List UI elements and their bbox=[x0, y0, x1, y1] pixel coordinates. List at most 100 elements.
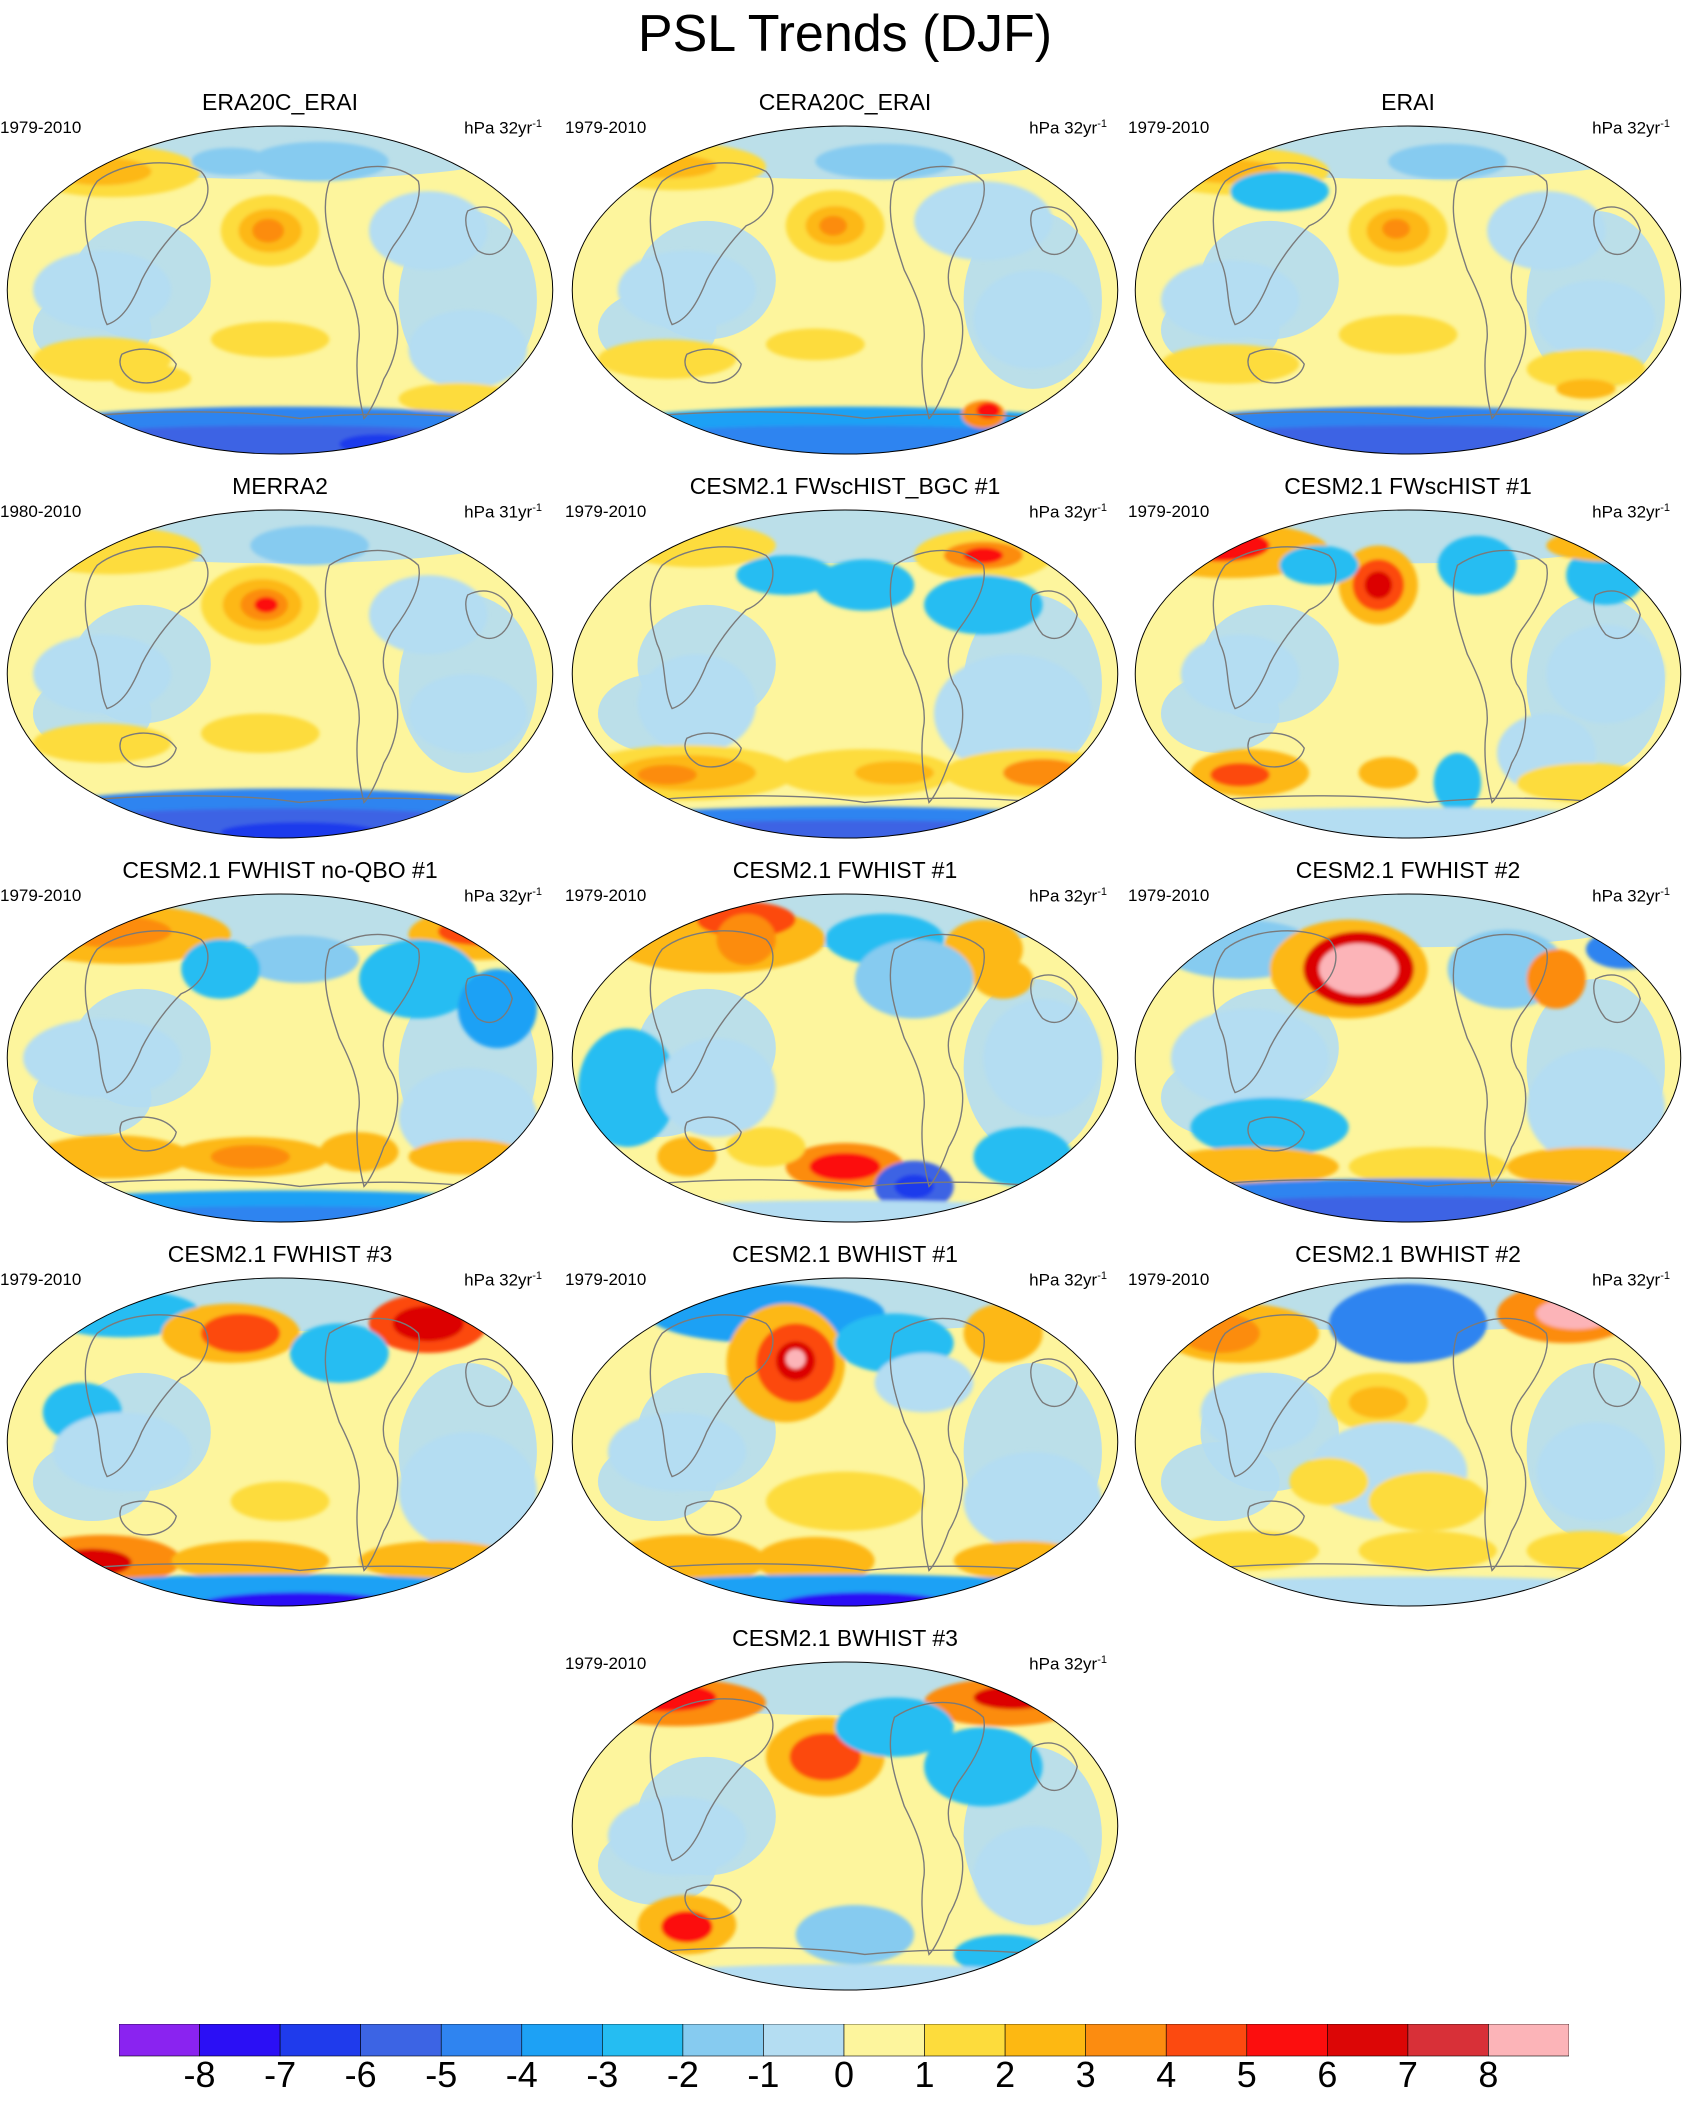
trend-map bbox=[571, 509, 1119, 839]
colorbar-tick-label: -7 bbox=[264, 2054, 297, 2095]
trend-map bbox=[6, 893, 554, 1223]
map-panel: CESM2.1 FWscHIST_BGC #1 1979-2010 hPa 32yr… bbox=[565, 472, 1125, 842]
colorbar-swatch bbox=[1165, 2024, 1248, 2057]
panel-period: 1980-2010 bbox=[0, 502, 82, 521]
trend-map bbox=[571, 893, 1119, 1223]
colorbar-swatch bbox=[360, 2024, 442, 2057]
colorbar-tick-label: 5 bbox=[1236, 2054, 1257, 2095]
colorbar-swatch bbox=[1004, 2024, 1086, 2057]
colorbar bbox=[119, 2024, 1569, 2057]
colorbar-tick-label: 1 bbox=[914, 2054, 935, 2095]
panel-title: CESM2.1 BWHIST #3 bbox=[732, 1625, 958, 1651]
map-panel: CERA20C_ERAI 1979-2010 hPa 32yr-1 bbox=[565, 88, 1125, 458]
panel-units: hPa 31yr-1 bbox=[464, 502, 542, 522]
colorbar-swatch bbox=[1488, 2024, 1569, 2057]
colorbar-tick-label: 3 bbox=[1075, 2054, 1096, 2095]
panel-title: CESM2.1 BWHIST #2 bbox=[1295, 1241, 1521, 1267]
panel-period: 1979-2010 bbox=[565, 886, 647, 905]
colorbar-swatch bbox=[924, 2024, 1006, 2057]
panel-units: hPa 32yr-1 bbox=[464, 886, 542, 906]
map-panel: MERRA2 1980-2010 hPa 31yr-1 bbox=[0, 472, 560, 842]
map-panel: CESM2.1 FWHIST no-QBO #1 1979-2010 hPa 32y… bbox=[0, 856, 560, 1226]
panel-title: CESM2.1 FWHIST no-QBO #1 bbox=[122, 857, 438, 883]
panel-period: 1979-2010 bbox=[1128, 1270, 1210, 1289]
trend-map bbox=[6, 125, 554, 455]
trend-map bbox=[1134, 1277, 1682, 1607]
map-panel: ERA20C_ERAI 1979-2010 hPa 32yr-1 bbox=[0, 88, 560, 458]
figure-title: PSL Trends (DJF) bbox=[637, 5, 1053, 63]
colorbar-swatch bbox=[521, 2024, 603, 2057]
colorbar-swatch bbox=[1407, 2024, 1489, 2057]
colorbar-tick-label: -3 bbox=[586, 2054, 619, 2095]
colorbar-tick-label: 7 bbox=[1397, 2054, 1418, 2095]
colorbar-swatch bbox=[682, 2024, 764, 2057]
map-panel: CESM2.1 BWHIST #2 1979-2010 hPa 32yr-1 bbox=[1128, 1240, 1688, 1610]
colorbar-swatch bbox=[199, 2024, 281, 2057]
colorbar-swatch bbox=[763, 2024, 845, 2057]
colorbar-swatch bbox=[1327, 2024, 1409, 2057]
panel-title: ERA20C_ERAI bbox=[202, 89, 358, 115]
panel-period: 1979-2010 bbox=[0, 886, 82, 905]
colorbar-swatch bbox=[1085, 2024, 1167, 2057]
trend-map bbox=[6, 509, 554, 839]
colorbar-tick-label: -2 bbox=[666, 2054, 699, 2095]
colorbar-swatch bbox=[602, 2024, 684, 2057]
colorbar-swatch bbox=[119, 2024, 200, 2057]
panel-units: hPa 32yr-1 bbox=[1592, 118, 1670, 138]
trend-map bbox=[571, 125, 1119, 455]
panel-title: CESM2.1 BWHIST #1 bbox=[732, 1241, 958, 1267]
colorbar-tick-label: 2 bbox=[995, 2054, 1016, 2095]
panel-period: 1979-2010 bbox=[0, 1270, 82, 1289]
panel-period: 1979-2010 bbox=[565, 1654, 647, 1673]
map-panel: CESM2.1 BWHIST #1 1979-2010 hPa 32yr-1 bbox=[565, 1240, 1125, 1610]
colorbar-swatch bbox=[440, 2024, 523, 2057]
trend-map bbox=[571, 1277, 1119, 1607]
trend-map bbox=[571, 1661, 1119, 1991]
panel-period: 1979-2010 bbox=[1128, 886, 1210, 905]
colorbar-tick-label: -4 bbox=[505, 2054, 538, 2095]
colorbar-tick-label: 0 bbox=[833, 2054, 855, 2095]
colorbar-tick-label: -1 bbox=[747, 2054, 780, 2095]
panel-units: hPa 32yr-1 bbox=[1029, 886, 1107, 906]
panel-period: 1979-2010 bbox=[565, 118, 647, 137]
colorbar-swatch bbox=[1246, 2024, 1328, 2057]
map-panel: CESM2.1 FWscHIST #1 1979-2010 hPa 32yr-1 bbox=[1128, 472, 1688, 842]
map-panel: CESM2.1 BWHIST #3 1979-2010 hPa 32yr-1 bbox=[565, 1624, 1125, 1994]
colorbar-tick-label: -8 bbox=[183, 2054, 216, 2095]
panel-title: CESM2.1 FWscHIST #1 bbox=[1284, 473, 1532, 499]
panel-units: hPa 32yr-1 bbox=[1592, 886, 1670, 906]
colorbar-tick-label: -5 bbox=[425, 2054, 458, 2095]
trend-map bbox=[1134, 509, 1682, 839]
panel-units: hPa 32yr-1 bbox=[1592, 502, 1670, 522]
panel-title: CESM2.1 FWHIST #2 bbox=[1295, 857, 1521, 883]
panel-period: 1979-2010 bbox=[565, 502, 647, 521]
trend-map bbox=[1134, 893, 1682, 1223]
panel-units: hPa 32yr-1 bbox=[1029, 1654, 1107, 1674]
panel-title: MERRA2 bbox=[232, 473, 328, 499]
colorbar-tick-label: 4 bbox=[1156, 2054, 1177, 2095]
panel-units: hPa 32yr-1 bbox=[464, 1270, 542, 1290]
trend-map bbox=[6, 1277, 554, 1607]
colorbar-tick-label: -6 bbox=[344, 2054, 377, 2095]
panel-period: 1979-2010 bbox=[1128, 502, 1210, 521]
panel-units: hPa 32yr-1 bbox=[1592, 1270, 1670, 1290]
panel-units: hPa 32yr-1 bbox=[464, 118, 542, 138]
panel-title: CESM2.1 FWscHIST_BGC #1 bbox=[689, 473, 1001, 499]
map-panel: CESM2.1 FWHIST #1 1979-2010 hPa 32yr-1 bbox=[565, 856, 1125, 1226]
panel-title: CESM2.1 FWHIST #3 bbox=[167, 1241, 393, 1267]
panel-title: CESM2.1 FWHIST #1 bbox=[732, 857, 958, 883]
map-panel: CESM2.1 FWHIST #3 1979-2010 hPa 32yr-1 bbox=[0, 1240, 560, 1610]
colorbar-tick-label: 8 bbox=[1478, 2054, 1499, 2095]
colorbar-tick-label: 6 bbox=[1317, 2054, 1338, 2095]
panel-title: ERAI bbox=[1381, 89, 1435, 115]
panel-period: 1979-2010 bbox=[565, 1270, 647, 1289]
map-panel: CESM2.1 FWHIST #2 1979-2010 hPa 32yr-1 bbox=[1128, 856, 1688, 1226]
colorbar-swatch bbox=[279, 2024, 361, 2057]
panel-period: 1979-2010 bbox=[1128, 118, 1210, 137]
panel-title: CERA20C_ERAI bbox=[758, 89, 932, 115]
panel-period: 1979-2010 bbox=[0, 118, 82, 137]
panel-units: hPa 32yr-1 bbox=[1029, 502, 1107, 522]
trend-map bbox=[1134, 125, 1682, 455]
colorbar-swatch bbox=[843, 2024, 925, 2057]
map-panel: ERAI 1979-2010 hPa 32yr-1 bbox=[1128, 88, 1688, 458]
